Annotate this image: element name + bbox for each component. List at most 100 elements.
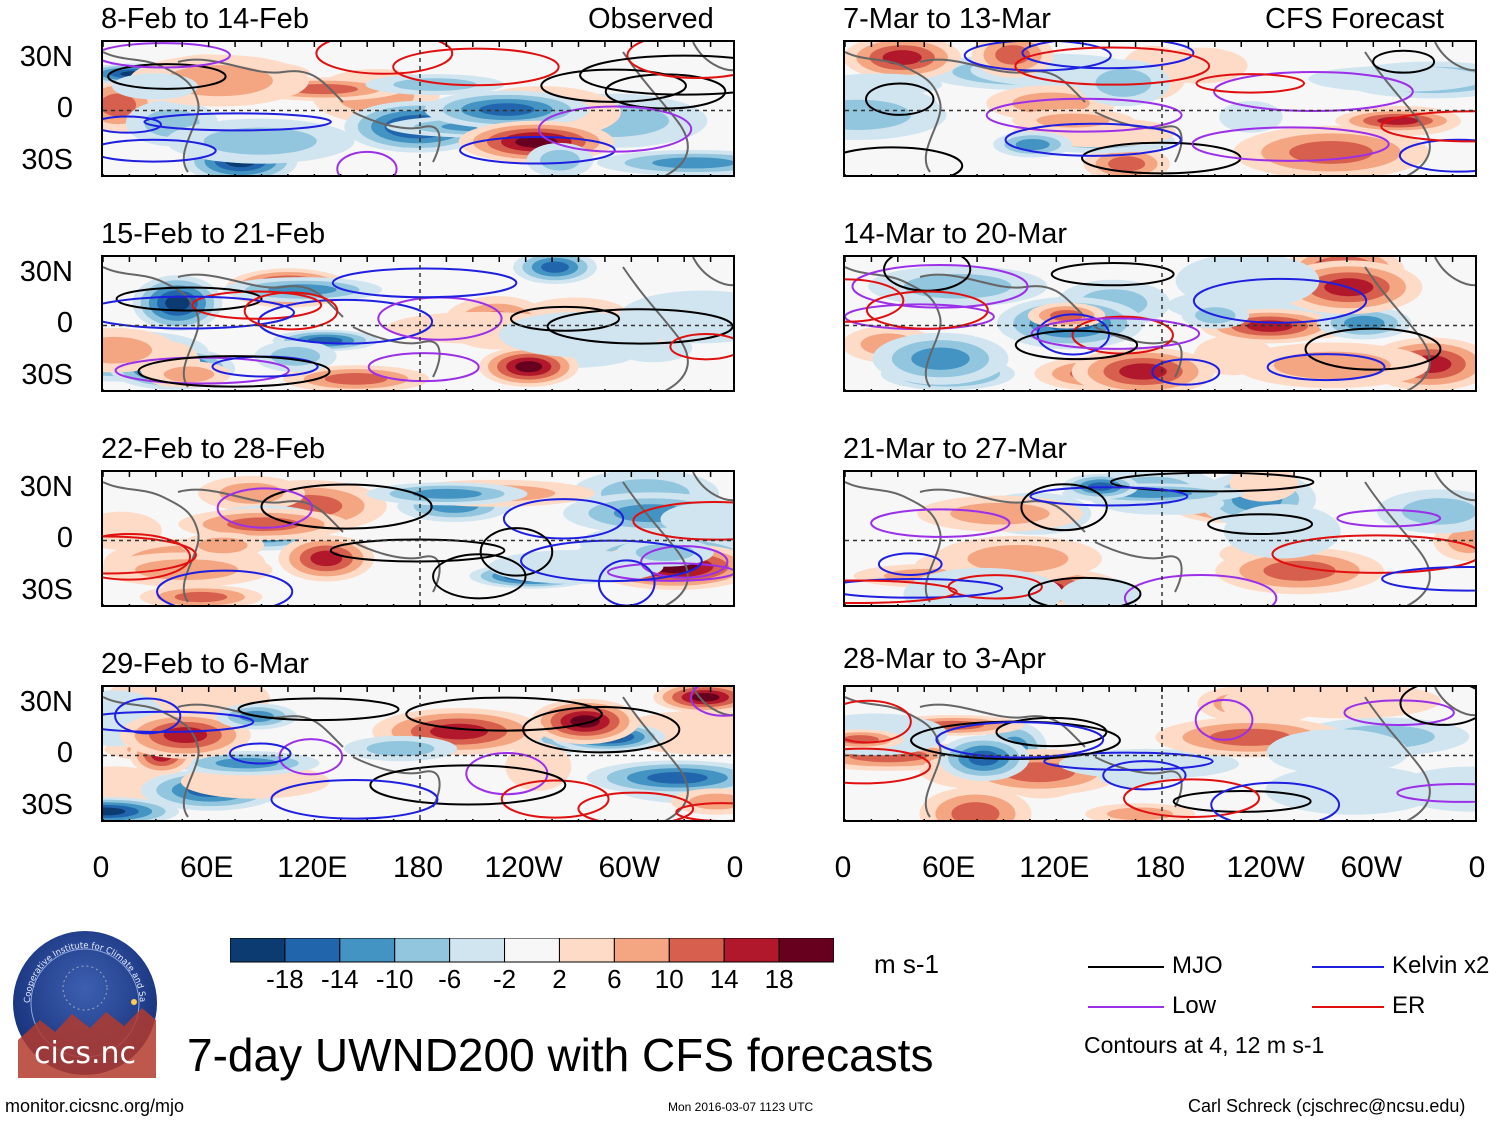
anomaly-blob: [498, 312, 661, 358]
anomaly-blob: [1255, 687, 1441, 719]
contour-line: [1029, 486, 1189, 507]
anomaly-blob: [993, 131, 1073, 158]
map-panel-obs-4: [101, 685, 735, 822]
contour-line: [1151, 358, 1221, 386]
contour-line: [103, 710, 255, 733]
x-tick-label: 120W: [1226, 851, 1305, 884]
map-panel-obs-1: [101, 40, 735, 177]
anomaly-blob: [1376, 489, 1475, 534]
coastline: [622, 266, 689, 390]
contour-line: [1123, 574, 1278, 605]
anomaly-blob: [1097, 761, 1172, 788]
contour-line: [115, 286, 263, 312]
colorbar-swatch: [339, 938, 396, 963]
anomaly-field: [103, 42, 733, 175]
y-tick-label: 30S: [21, 359, 73, 391]
coastline: [352, 756, 441, 808]
contour-line: [845, 747, 931, 785]
contour-line: [1172, 789, 1312, 813]
anomaly-blob: [103, 511, 162, 550]
contour-line: [1191, 126, 1390, 162]
anomaly-field: [845, 472, 1475, 605]
x-tick-label: 60W: [598, 851, 661, 884]
coastline: [692, 472, 733, 502]
map-panel-fc-4: [843, 685, 1477, 822]
panel-title-fc-1: 7-Mar to 13-Mar: [843, 3, 1051, 35]
colorbar-swatch: [558, 938, 615, 963]
x-tick-label: 60W: [1340, 851, 1403, 884]
contour-line: [257, 298, 434, 345]
legend-line-er: [1312, 1006, 1384, 1008]
contour-line: [1004, 122, 1182, 157]
contour-line: [405, 696, 603, 732]
contour-line: [1207, 513, 1314, 536]
colorbar-swatch: [668, 938, 725, 963]
y-tick-label: 0: [56, 307, 73, 339]
anomaly-blob: [146, 361, 231, 388]
coastline: [1434, 42, 1475, 72]
contour-line: [1266, 353, 1386, 382]
contour-line: [156, 569, 294, 605]
logo-text: cics.nc: [34, 1036, 136, 1071]
y-tick-label: 30N: [19, 41, 73, 73]
contour-line: [845, 578, 1004, 599]
x-tick-label: 60E: [179, 851, 234, 884]
forecast-column-label: CFS Forecast: [1265, 3, 1444, 35]
contour-line: [1194, 698, 1254, 741]
footer-url[interactable]: monitor.cicsnc.org/mjo: [5, 1096, 185, 1116]
y-tick-label: 0: [56, 92, 73, 124]
footer-timestamp: Mon 2016-03-07 1123 UTC: [668, 1100, 814, 1114]
coastline: [103, 481, 200, 603]
colorbar-tick-label: -10: [375, 964, 414, 994]
contour-line: [336, 150, 398, 175]
contour-line: [103, 295, 295, 330]
contour-line: [640, 545, 729, 579]
contour-line: [216, 487, 313, 529]
coastline: [1434, 257, 1475, 287]
coastline: [352, 326, 441, 378]
colorbar-swatch: [723, 938, 780, 963]
contour-line: [329, 538, 506, 563]
contour-line: [520, 539, 703, 583]
contour-line: [369, 764, 567, 806]
colorbar-tick-label: 6: [607, 964, 622, 994]
colorbar-tick-label: -6: [438, 964, 462, 994]
colorbar-tick-label: 18: [764, 964, 794, 994]
contour-line: [1102, 760, 1187, 791]
contour-line: [632, 501, 733, 541]
anomaly-blob: [1175, 257, 1320, 309]
coastline: [692, 687, 733, 717]
colorbar-tick-label: 2: [552, 964, 567, 994]
anomaly-field: [103, 472, 733, 605]
coastline: [919, 703, 1086, 748]
contour-line: [1399, 687, 1475, 726]
coastline: [103, 266, 200, 388]
contour-line: [1030, 317, 1201, 350]
contour-line: [315, 42, 454, 75]
colorbar-tick-label: -2: [492, 964, 517, 994]
anomaly-blob: [653, 687, 733, 713]
coastline: [919, 488, 1086, 533]
anomaly-field: [845, 257, 1475, 390]
colorbar-tick-label: 14: [709, 964, 739, 994]
contour-line: [1050, 262, 1175, 287]
map-panel-obs-2: [101, 255, 735, 392]
anomaly-blob: [139, 584, 263, 605]
y-tick-label: 30N: [19, 686, 73, 718]
contour-line: [845, 579, 958, 605]
colorbar-swatch: [613, 938, 670, 963]
panel-title-fc-2: 14-Mar to 20-Mar: [843, 218, 1068, 250]
panel-title-fc-3: 21-Mar to 27-Mar: [843, 433, 1068, 465]
contour-line: [877, 552, 943, 576]
contour-line: [137, 355, 331, 388]
coastline: [1434, 472, 1475, 502]
colorbar-swatch: [778, 938, 834, 963]
contour-line: [1380, 110, 1475, 143]
anomaly-blob: [424, 90, 590, 129]
coastline: [352, 541, 441, 593]
main-title: 7-day UWND200 with CFS forecasts: [187, 1029, 934, 1081]
colorbar-tick-label: 10: [654, 964, 684, 994]
x-tick-label: 60E: [921, 851, 976, 884]
contour-line: [278, 738, 344, 776]
footer-author: Carl Schreck (cjschrec@ncsu.edu): [1188, 1096, 1466, 1116]
